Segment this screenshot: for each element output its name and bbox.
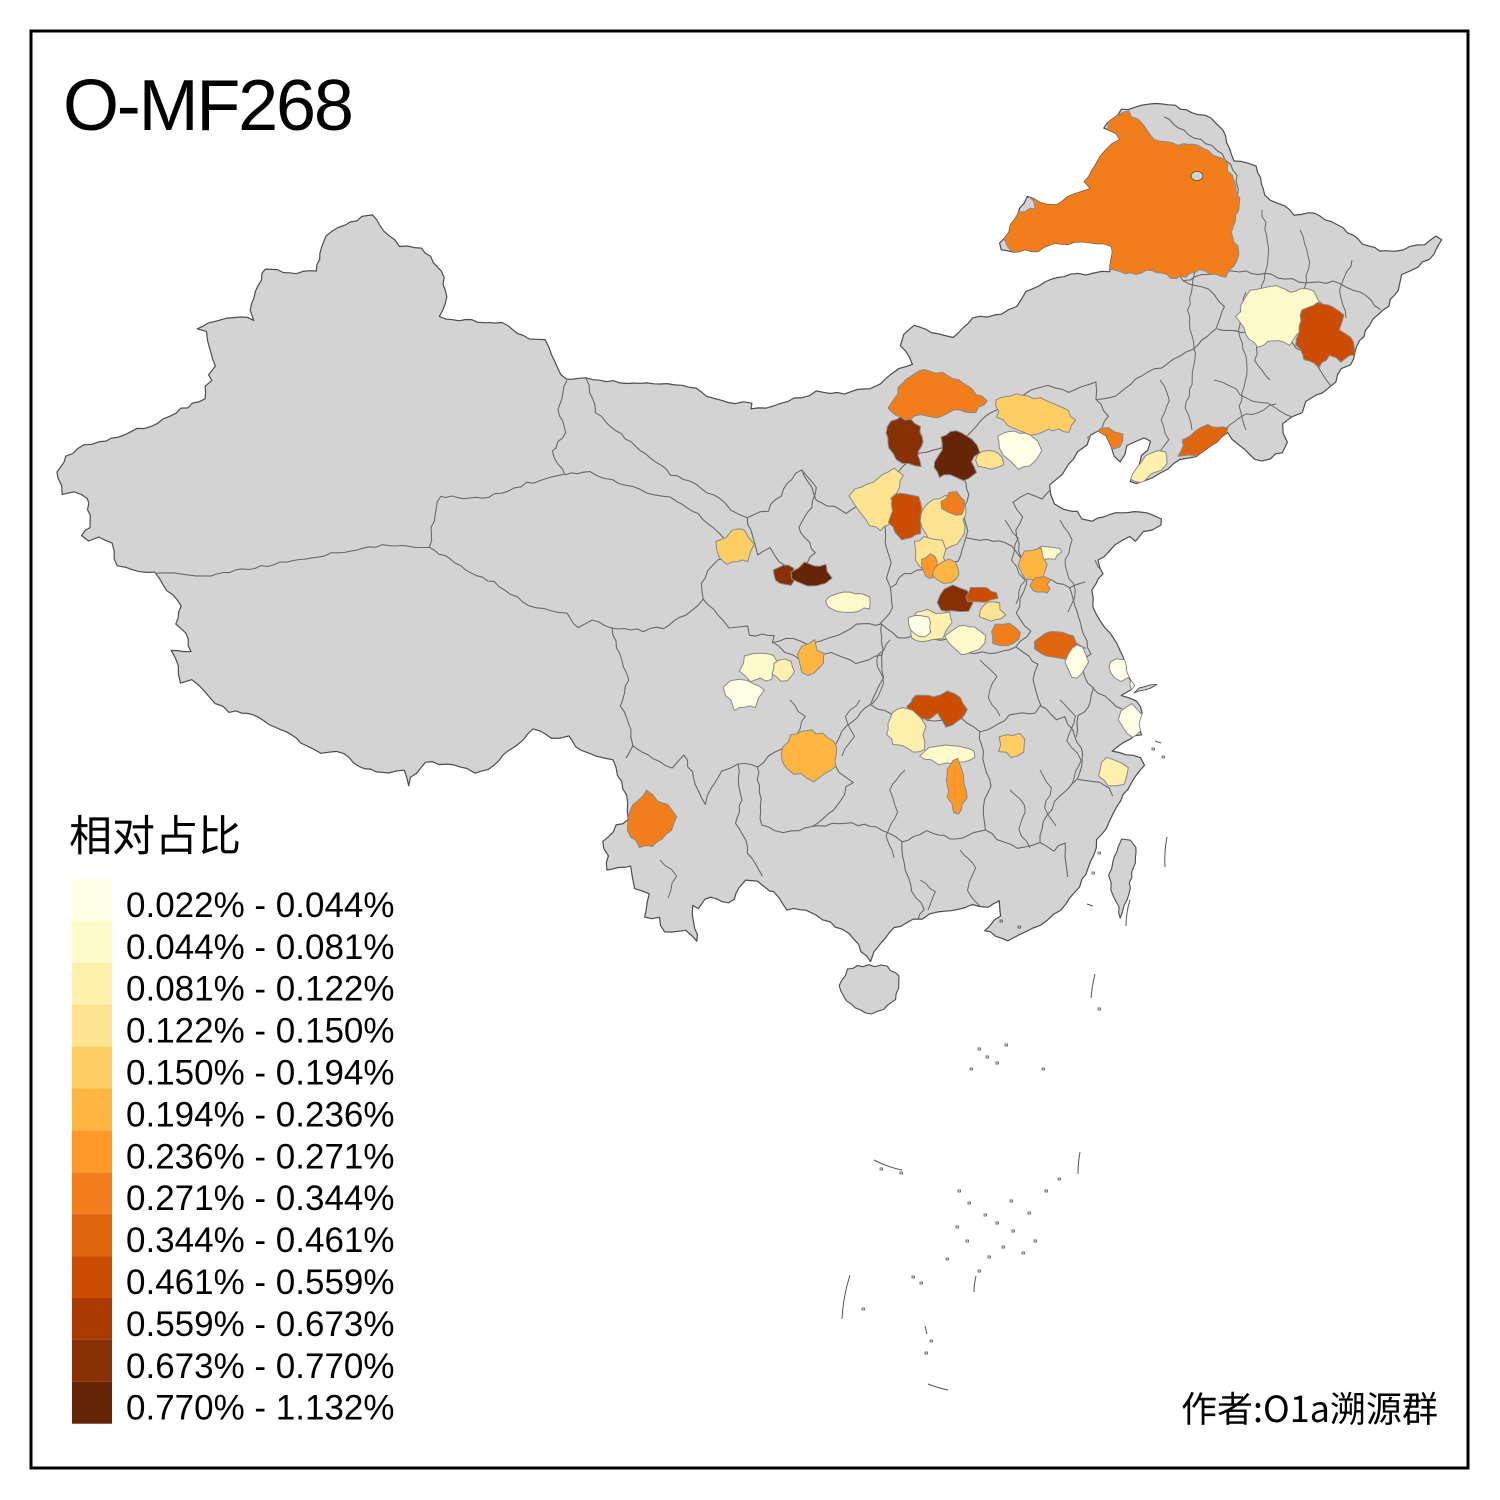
svg-text:0.194% - 0.236%: 0.194% - 0.236% — [126, 1095, 395, 1134]
svg-text:0.461% - 0.559%: 0.461% - 0.559% — [126, 1263, 395, 1302]
svg-text:0.271% - 0.344%: 0.271% - 0.344% — [126, 1179, 395, 1218]
svg-text:0.150% - 0.194%: 0.150% - 0.194% — [126, 1054, 395, 1093]
svg-text:0.344% - 0.461%: 0.344% - 0.461% — [126, 1221, 395, 1260]
svg-text:0.081% - 0.122%: 0.081% - 0.122% — [126, 970, 395, 1009]
svg-text:0.122% - 0.150%: 0.122% - 0.150% — [126, 1012, 395, 1051]
svg-text:0.044% - 0.081%: 0.044% - 0.081% — [126, 928, 395, 967]
svg-text:O-MF268: O-MF268 — [63, 66, 352, 146]
svg-text:0.673% - 0.770%: 0.673% - 0.770% — [126, 1347, 395, 1386]
svg-text:0.236% - 0.271%: 0.236% - 0.271% — [126, 1137, 395, 1176]
svg-text:0.559% - 0.673%: 0.559% - 0.673% — [126, 1305, 395, 1344]
svg-text:0.770% - 1.132%: 0.770% - 1.132% — [126, 1389, 395, 1428]
svg-text:0.022% - 0.044%: 0.022% - 0.044% — [126, 886, 395, 925]
